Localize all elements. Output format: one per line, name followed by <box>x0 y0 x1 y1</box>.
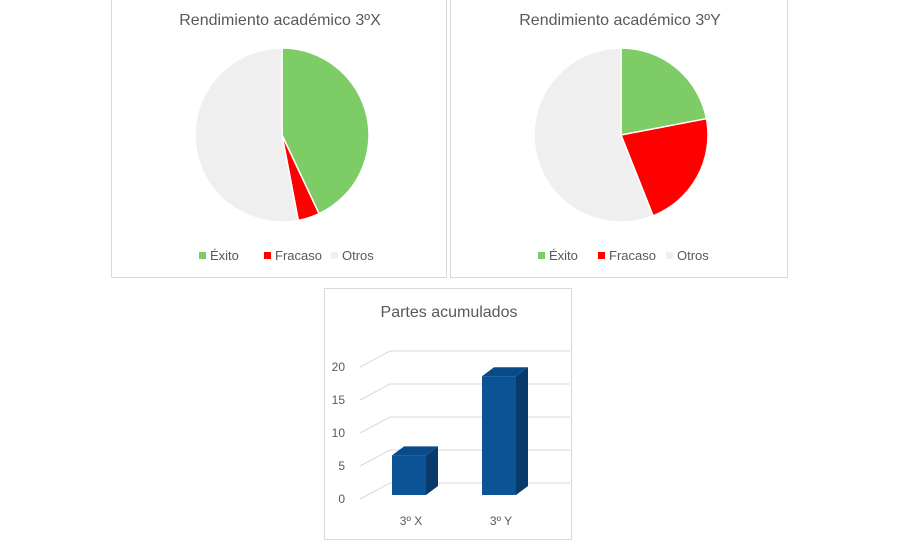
legend-swatch-otros <box>331 252 338 259</box>
grid-depth-line <box>359 449 391 467</box>
bar-chart-panel: Partes acumulados 0 5 10 15 20 3º X 3º Y <box>324 288 572 540</box>
pie-chart-panel-3x: Rendimiento académico 3ºX Éxito Fracaso Ot… <box>111 0 447 278</box>
pie-chart-title-3y: Rendimiento académico 3ºY <box>519 12 721 29</box>
legend-swatch-fracaso <box>598 252 605 259</box>
grid-depth-line <box>359 383 391 401</box>
legend-swatch-fracaso <box>264 252 271 259</box>
grid-depth-line <box>359 482 391 500</box>
grid-depth-line <box>359 350 391 368</box>
pie-slice-otros <box>533 47 655 223</box>
x-tick-label: 3º X <box>400 514 422 528</box>
y-tick-label: 20 <box>332 360 346 374</box>
legend-swatch-exito <box>199 252 206 259</box>
legend-label-otros: Otros <box>677 248 709 263</box>
bar-3d <box>392 446 438 495</box>
x-tick-label: 3º Y <box>490 514 512 528</box>
pie-slice-exito <box>620 47 708 136</box>
pie-slice-exito <box>281 47 370 215</box>
legend-swatch-exito <box>538 252 545 259</box>
bar-3d <box>482 367 528 495</box>
legend-label-fracaso: Fracaso <box>609 248 656 263</box>
y-tick-label: 15 <box>332 393 346 407</box>
y-tick-label: 5 <box>338 459 345 473</box>
pie-chart-panel-3y: Rendimiento académico 3ºY Éxito Fracaso Ot… <box>450 0 788 278</box>
grid-depth-line <box>359 416 391 434</box>
bar-chart-partes: Partes acumulados 0 5 10 15 20 3º X 3º Y <box>332 304 570 528</box>
pie-slice-otros <box>194 47 300 223</box>
pie-chart-3x: Rendimiento académico 3ºX Éxito Fracaso Ot… <box>179 12 381 263</box>
bar-side <box>426 446 438 495</box>
pie-chart-3y: Rendimiento académico 3ºY Éxito Fracaso Ot… <box>519 12 721 263</box>
legend-label-exito: Éxito <box>210 248 239 263</box>
bar-side <box>516 367 528 495</box>
pie-slice-fracaso <box>619 117 709 217</box>
legend-swatch-otros <box>666 252 673 259</box>
y-tick-label: 0 <box>338 492 345 506</box>
bar-top <box>482 367 528 377</box>
bar-top <box>392 446 438 456</box>
legend-label-exito: Éxito <box>549 248 578 263</box>
bar-chart-title: Partes acumulados <box>381 304 518 321</box>
bar-front <box>482 376 516 495</box>
pie-chart-title-3x: Rendimiento académico 3ºX <box>179 12 381 29</box>
legend-label-fracaso: Fracaso <box>275 248 322 263</box>
legend-label-otros: Otros <box>342 248 374 263</box>
bar-front <box>392 455 426 495</box>
y-tick-label: 10 <box>332 426 346 440</box>
